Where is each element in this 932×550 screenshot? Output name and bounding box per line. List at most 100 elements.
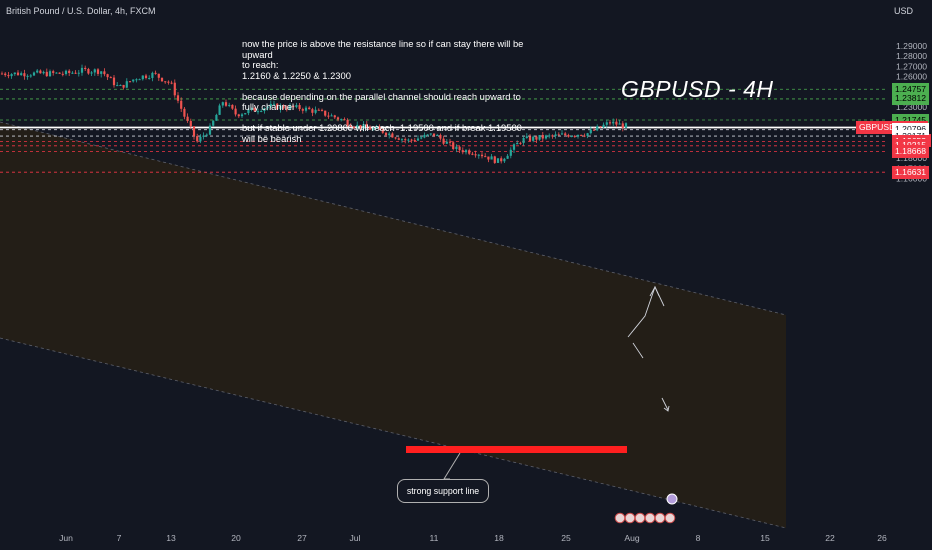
candle-body (301, 109, 304, 111)
candle-body (512, 144, 516, 150)
candle-body (359, 124, 362, 129)
price-tag: 1.23812 (892, 92, 930, 106)
candle-body (74, 72, 77, 74)
y-tick-label: 1.27000 (896, 61, 927, 71)
candle-body (135, 79, 138, 81)
note-line: fully channel (242, 101, 295, 112)
drawings (406, 285, 678, 524)
analysis-note: now the price is above the resistance li… (242, 38, 532, 144)
x-tick-label: 26 (877, 533, 887, 543)
candles (0, 64, 628, 164)
candle-body (0, 73, 4, 75)
event-marker-icon (664, 512, 676, 524)
candle-body (148, 77, 151, 79)
y-tick-label: 1.29000 (896, 41, 927, 51)
candle-body (7, 75, 10, 77)
candle-body (445, 141, 448, 144)
candle-body (125, 81, 128, 88)
candle-body (205, 134, 208, 136)
candle-body (615, 121, 618, 125)
candle-body (276, 103, 279, 110)
candle-body (503, 158, 506, 162)
y-tick-label: 1.23000 (896, 102, 927, 112)
candle-body (596, 126, 599, 131)
candle-body (343, 119, 346, 121)
candle-body (580, 134, 583, 136)
candle-body (352, 126, 356, 128)
candle-body (164, 81, 167, 83)
candle-body (541, 135, 544, 139)
candle-body (151, 72, 154, 78)
candle-body (260, 110, 263, 112)
candle-body (189, 120, 192, 127)
support-zone (406, 446, 627, 453)
event-marker-icon (634, 512, 646, 524)
candle-body (560, 133, 564, 135)
candle-body (4, 73, 7, 76)
candle-body (224, 102, 228, 106)
candle-body (372, 128, 375, 130)
candle-body (208, 125, 212, 135)
candle-body (304, 107, 308, 111)
candle-body (52, 71, 55, 73)
candle-body (253, 108, 256, 112)
candle-body (160, 77, 164, 82)
note-line: to reach: (242, 59, 279, 70)
candle-body (490, 156, 493, 160)
candle-body (420, 137, 423, 139)
candle-body (215, 114, 218, 121)
candle-body (320, 109, 324, 111)
candle-body (192, 126, 196, 137)
candle-body (176, 95, 180, 101)
candle-body (29, 75, 32, 77)
candle-body (93, 69, 96, 73)
candle-body (263, 108, 266, 111)
note-line: upward (242, 48, 273, 60)
candle-body (183, 108, 186, 117)
candle-body (378, 126, 381, 130)
channel-upper (0, 121, 787, 316)
candle-body (324, 110, 327, 116)
candle-body (317, 109, 320, 111)
x-tick-label: 15 (760, 533, 770, 543)
candle-body (234, 108, 237, 115)
candle-body (583, 135, 586, 137)
event-marker-icon (666, 493, 678, 505)
candle-body (298, 105, 301, 110)
support-callout: strong support line (397, 479, 489, 503)
candle-body (231, 104, 234, 109)
candle-body (311, 109, 314, 113)
candle-body (464, 150, 468, 153)
x-tick-label: 11 (430, 533, 439, 543)
candle-body (439, 135, 442, 139)
candle-body (410, 139, 413, 141)
candle-body (452, 142, 455, 149)
candle-body (528, 136, 532, 141)
candle-body (32, 72, 36, 76)
candle-body (506, 155, 509, 159)
y-tick-label: 1.28000 (896, 51, 927, 61)
x-tick-label: Jun (59, 533, 73, 543)
candle-body (391, 133, 394, 138)
candle-body (538, 135, 541, 140)
candle-body (432, 133, 436, 136)
candle-body (247, 109, 250, 114)
candle-body (429, 133, 432, 135)
up-projection-arrow (627, 285, 665, 338)
candle-body (48, 71, 52, 77)
candle-body (61, 73, 64, 75)
candle-body (10, 74, 13, 77)
candle-body (599, 126, 602, 128)
candle-body (551, 135, 554, 137)
candle-body (266, 106, 269, 109)
candle-body (285, 108, 288, 110)
candle-body (407, 139, 410, 141)
candle-body (336, 117, 340, 120)
candle-body (388, 133, 391, 136)
candle-body (349, 125, 352, 127)
candle-body (144, 75, 148, 79)
callout-pointer (443, 452, 461, 480)
candle-body (394, 137, 397, 139)
candle-body (381, 129, 384, 133)
